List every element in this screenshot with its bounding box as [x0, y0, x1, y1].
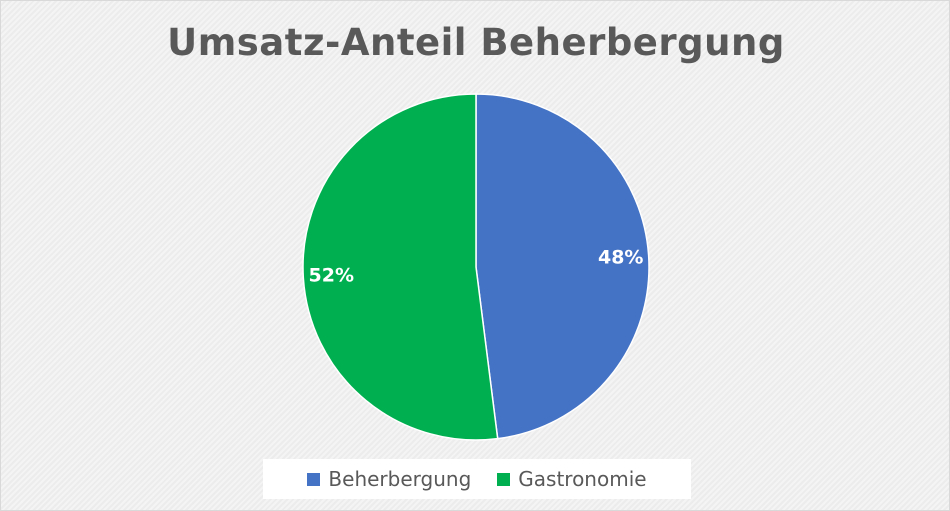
- legend-label-gastronomie: Gastronomie: [518, 467, 647, 491]
- chart-title: Umsatz-Anteil Beherbergung: [167, 21, 785, 64]
- legend: Beherbergung Gastronomie: [263, 459, 691, 499]
- legend-swatch-beherbergung: [307, 472, 321, 486]
- legend-label-beherbergung: Beherbergung: [328, 467, 472, 491]
- legend-item-gastronomie: Gastronomie: [497, 467, 647, 491]
- data-label-gastronomie: 52%: [309, 265, 354, 287]
- legend-item-beherbergung: Beherbergung: [307, 467, 471, 491]
- pie-slice-beherbergung: [475, 93, 650, 440]
- pie-slice-gastronomie: [302, 93, 499, 441]
- data-label-beherbergung: 48%: [598, 246, 643, 268]
- legend-swatch-gastronomie: [497, 472, 511, 486]
